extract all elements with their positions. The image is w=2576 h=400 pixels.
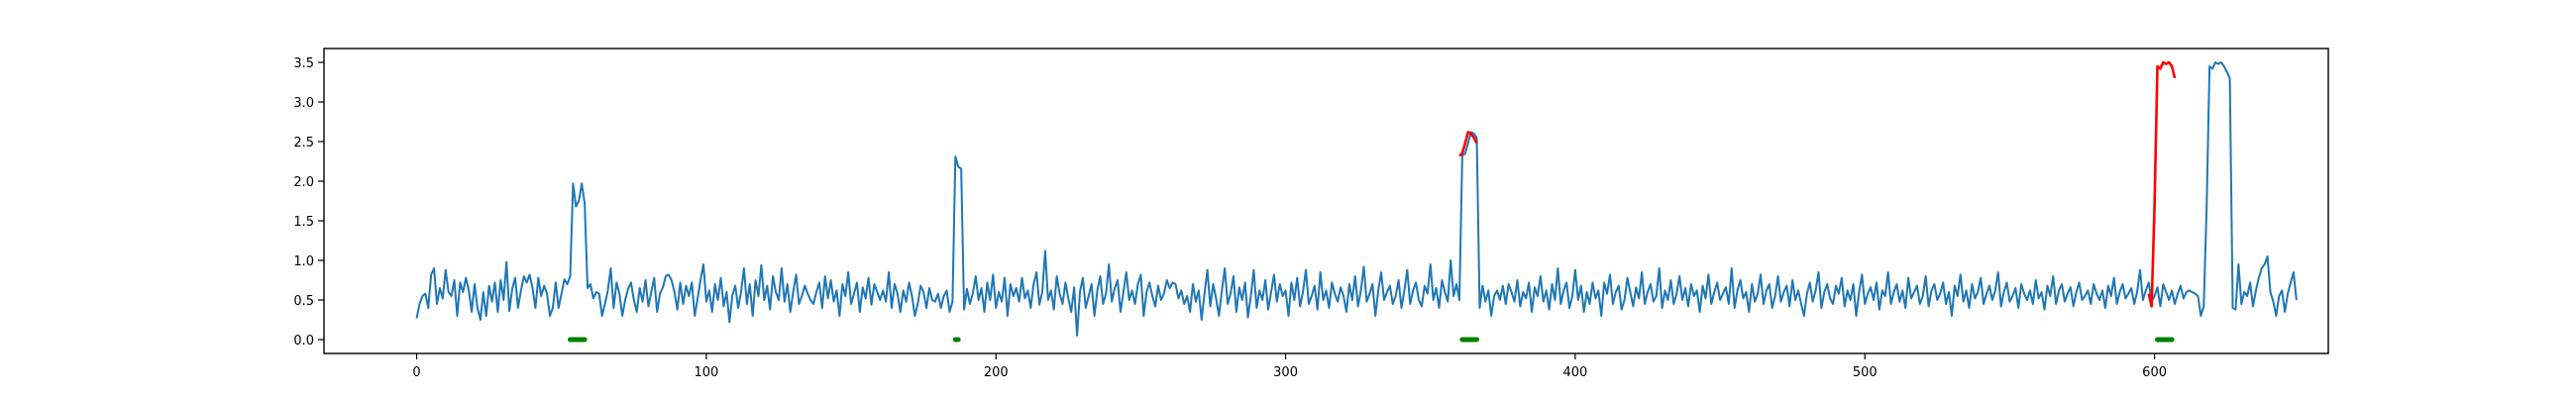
x-tick-label: 400 (1562, 365, 1587, 380)
y-tick-label: 3.0 (293, 96, 314, 111)
x-axis: 0 100 200 300 400 500 600 (412, 353, 2167, 380)
plot-area (415, 60, 2298, 343)
x-tick-label: 300 (1273, 365, 1298, 380)
anomaly-segment (1458, 131, 1478, 157)
y-tick-label: 3.5 (293, 56, 314, 71)
y-tick-label: 2.0 (293, 175, 314, 190)
y-tick-label: 1.5 (293, 215, 314, 230)
y-tick-label: 0.5 (293, 294, 314, 309)
signal-series-line (415, 61, 2298, 337)
axes-frame (323, 48, 2329, 354)
x-tick-label: 200 (984, 365, 1009, 380)
y-axis: 0.0 0.5 1.0 1.5 2.0 2.5 3.0 3.5 (293, 56, 324, 349)
x-tick-label: 500 (1853, 365, 1878, 380)
y-tick-label: 1.0 (293, 254, 314, 269)
y-tick-label: 2.5 (293, 136, 314, 150)
x-tick-label: 0 (412, 365, 420, 380)
x-tick-label: 600 (2142, 365, 2167, 380)
anomaly-series (1458, 60, 2177, 308)
anomaly-segment (2147, 60, 2177, 308)
y-tick-label: 0.0 (293, 334, 314, 349)
x-tick-label: 100 (694, 365, 718, 380)
